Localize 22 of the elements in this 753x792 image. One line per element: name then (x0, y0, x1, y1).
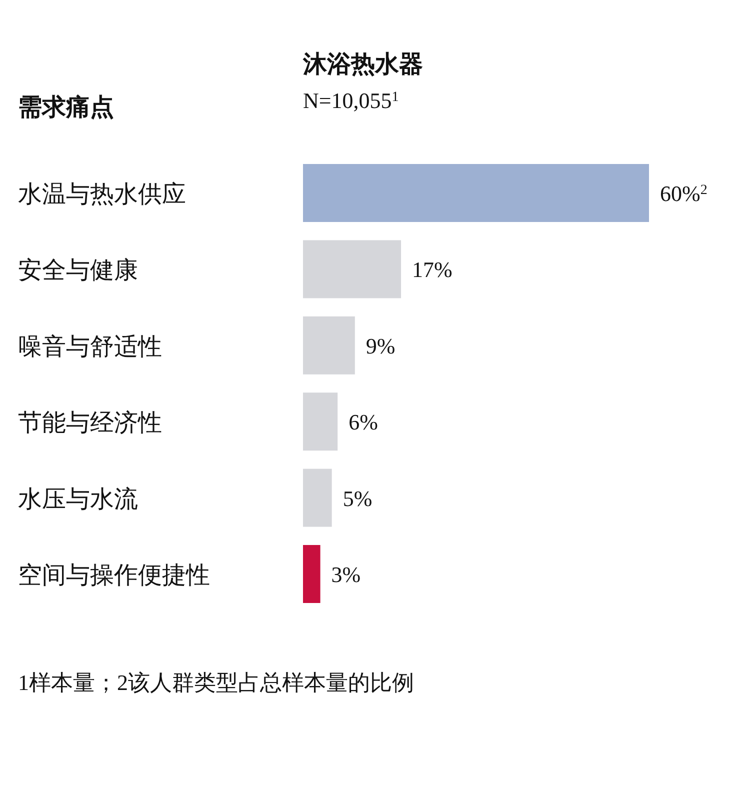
text: 1样本量；2该人群类型占总样本量的比例 (18, 670, 414, 695)
y-tick-label: 安全与健康 (18, 257, 138, 284)
y-tick-label: 噪音与舒适性 (18, 333, 162, 360)
bar (303, 316, 355, 374)
bar (303, 468, 332, 527)
data-label: 6% (348, 410, 378, 435)
y-tick-label: 空间与操作便捷性 (18, 562, 210, 589)
data-label: 60%$^{2}$ (660, 181, 708, 206)
data-label: 5% (342, 486, 372, 511)
bar (303, 545, 320, 603)
data-label: 9% (366, 333, 396, 358)
y-axis-title: 需求痛点 (18, 94, 114, 121)
bar (303, 164, 649, 222)
y-tick-label: 节能与经济性 (18, 410, 162, 437)
data-label: 3% (331, 562, 361, 587)
y-tick-label: 水压与水流 (18, 486, 138, 513)
bar (303, 392, 338, 451)
bar (303, 240, 402, 298)
chart-subtitle: N=10,055$^{1}$ (303, 88, 399, 113)
chart-title: 沐浴热水器 (302, 51, 423, 78)
y-tick-label: 水温与热水供应 (18, 181, 186, 208)
data-label: 17% (412, 257, 452, 282)
